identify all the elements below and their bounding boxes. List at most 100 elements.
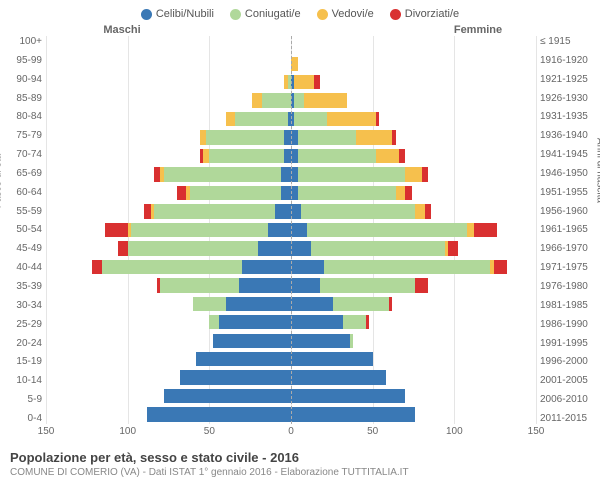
bar-segment-celibi — [196, 352, 291, 366]
legend: Celibi/NubiliConiugati/eVedovi/eDivorzia… — [4, 8, 596, 20]
stacked-bar — [252, 93, 291, 107]
pyramid-row — [46, 387, 291, 405]
bar-segment-vedovi — [405, 167, 421, 181]
age-band-label: 85-89 — [4, 93, 42, 104]
x-tick-label: 150 — [528, 426, 545, 437]
birth-year-label: 1981-1985 — [540, 300, 596, 311]
legend-item: Celibi/Nubili — [141, 8, 214, 20]
pyramid-row — [46, 313, 291, 331]
bar-segment-celibi — [213, 334, 291, 348]
bar-segment-divorziati — [376, 112, 379, 126]
stacked-bar — [105, 223, 291, 237]
stacked-bar — [291, 370, 386, 384]
age-band-label: 80-84 — [4, 111, 42, 122]
y-axis-left: 100+95-9990-9485-8980-8475-7970-7465-696… — [4, 36, 46, 424]
pyramid-row — [291, 202, 536, 220]
bar-segment-divorziati — [92, 260, 102, 274]
pyramid-row — [46, 147, 291, 165]
bar-segment-divorziati — [422, 167, 429, 181]
birth-year-label: 1986-1990 — [540, 319, 596, 330]
age-band-label: 5-9 — [4, 394, 42, 405]
birth-year-label: 1936-1940 — [540, 130, 596, 141]
bar-segment-divorziati — [366, 315, 369, 329]
stacked-bar — [118, 241, 291, 255]
bar-segment-vedovi — [291, 57, 298, 71]
bar-segment-celibi — [291, 334, 350, 348]
birth-year-label: 1931-1935 — [540, 111, 596, 122]
bar-segment-coniugati — [298, 149, 376, 163]
x-tick-label: 50 — [204, 426, 215, 437]
stacked-bar — [291, 407, 415, 421]
stacked-bar — [154, 167, 291, 181]
bar-segment-coniugati — [262, 93, 291, 107]
bar-segment-celibi — [147, 407, 291, 421]
pyramid-row — [46, 221, 291, 239]
birth-year-label: 1916-1920 — [540, 55, 596, 66]
bar-segment-celibi — [291, 223, 307, 237]
bar-segment-divorziati — [389, 297, 392, 311]
bar-segment-celibi — [291, 352, 373, 366]
pyramid-row — [291, 147, 536, 165]
legend-label: Coniugati/e — [245, 8, 301, 20]
bar-segment-divorziati — [118, 241, 128, 255]
pyramid-row — [46, 239, 291, 257]
bar-segment-coniugati — [324, 260, 491, 274]
bar-segment-coniugati — [154, 204, 275, 218]
pyramid-row — [46, 91, 291, 109]
bar-segment-divorziati — [448, 241, 458, 255]
stacked-bar — [164, 389, 291, 403]
age-band-label: 55-59 — [4, 206, 42, 217]
pyramid-row — [291, 276, 536, 294]
birth-year-label: ≤ 1915 — [540, 36, 596, 47]
bar-segment-coniugati — [294, 93, 304, 107]
bar-segment-coniugati — [131, 223, 268, 237]
y-axis-left-label: Fasce di età — [0, 154, 4, 208]
stacked-bar — [177, 186, 291, 200]
bar-segment-celibi — [226, 297, 291, 311]
stacked-bar — [193, 297, 291, 311]
bar-segment-celibi — [258, 241, 291, 255]
bar-segment-celibi — [180, 370, 291, 384]
birth-year-label: 1991-1995 — [540, 338, 596, 349]
bar-segment-coniugati — [343, 315, 366, 329]
stacked-bar — [209, 315, 291, 329]
age-band-label: 10-14 — [4, 375, 42, 386]
bar-segment-celibi — [268, 223, 291, 237]
pyramid-row — [46, 54, 291, 72]
birth-year-label: 1941-1945 — [540, 149, 596, 160]
legend-item: Vedovi/e — [317, 8, 374, 20]
birth-year-label: 1976-1980 — [540, 281, 596, 292]
bar-segment-coniugati — [350, 334, 353, 348]
legend-swatch — [141, 9, 152, 20]
pyramid-row — [291, 184, 536, 202]
bar-segment-coniugati — [333, 297, 389, 311]
bar-segment-divorziati — [105, 223, 128, 237]
pyramid-row — [46, 110, 291, 128]
pyramid-row — [291, 350, 536, 368]
x-tick-label: 50 — [367, 426, 378, 437]
pyramid-row — [291, 54, 536, 72]
age-band-label: 60-64 — [4, 187, 42, 198]
bar-segment-celibi — [275, 204, 291, 218]
bar-segment-divorziati — [494, 260, 507, 274]
birth-year-label: 2001-2005 — [540, 375, 596, 386]
stacked-bar — [157, 278, 291, 292]
stacked-bar — [196, 352, 291, 366]
footer-title: Popolazione per età, sesso e stato civil… — [10, 450, 596, 465]
legend-swatch — [390, 9, 401, 20]
plot-area — [46, 36, 536, 424]
age-band-label: 35-39 — [4, 281, 42, 292]
age-band-label: 70-74 — [4, 149, 42, 160]
bar-segment-celibi — [291, 407, 415, 421]
stacked-bar — [226, 112, 291, 126]
stacked-bar — [291, 278, 428, 292]
bar-segment-divorziati — [415, 278, 428, 292]
stacked-bar — [200, 149, 291, 163]
bar-segment-coniugati — [209, 149, 284, 163]
legend-item: Coniugati/e — [230, 8, 301, 20]
age-band-label: 95-99 — [4, 55, 42, 66]
pyramid-row — [291, 368, 536, 386]
legend-label: Celibi/Nubili — [156, 8, 214, 20]
age-band-label: 40-44 — [4, 262, 42, 273]
bar-segment-coniugati — [235, 112, 287, 126]
